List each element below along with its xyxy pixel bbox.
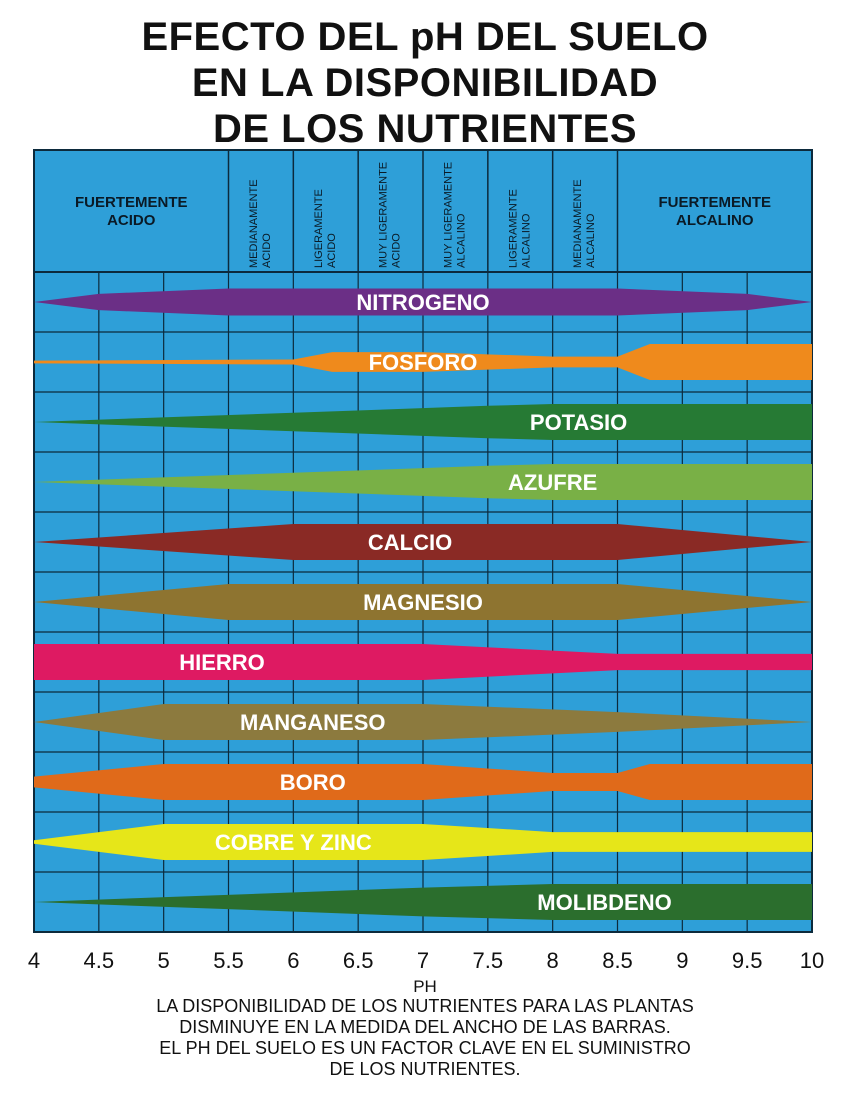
nutrient-bar-boro	[34, 764, 812, 800]
x-tick-label: 7	[417, 948, 429, 973]
zone-label-3: MUY LIGERAMENTEACIDO	[378, 162, 403, 268]
nutrient-label: BORO	[280, 770, 346, 795]
nutrient-label: MOLIBDENO	[537, 890, 671, 915]
nutrient-label: CALCIO	[368, 530, 452, 555]
zone-label-7: FUERTEMENTE ALCALINO	[659, 194, 772, 229]
zone-label-text: LIGERAMENTEALCALINO	[507, 189, 532, 268]
x-tick-label: 8	[547, 948, 559, 973]
title-line-2: EN LA DISPONIBILIDAD	[191, 61, 659, 105]
nutrient-label: COBRE Y ZINC	[215, 830, 372, 855]
nutrient-bar-cobre-y-zinc	[34, 824, 812, 860]
nutrient-bar-fosforo	[34, 344, 812, 380]
zone-label-2: LIGERAMENTEACIDO	[313, 189, 338, 268]
plot-frame	[33, 149, 813, 933]
x-tick-label: 8.5	[602, 948, 633, 973]
zone-label-text: LIGERAMENTEACIDO	[313, 189, 338, 268]
nutrient-label: MANGANESO	[240, 710, 385, 735]
zone-label-text: MEDIANAMENTEACIDO	[248, 179, 273, 268]
zone-label-text: MEDIANAMENTEALCALINO	[572, 179, 597, 268]
zone-label-text: MUY LIGERAMENTEACIDO	[378, 162, 403, 268]
zone-label-text: MUY LIGERAMENTEALCALINO	[442, 162, 467, 268]
nutrient-bar-molibdeno	[34, 884, 812, 920]
title-line-3: DE LOS NUTRIENTES	[212, 107, 638, 151]
x-tick-label: 5.5	[213, 948, 244, 973]
x-tick-label: 9	[676, 948, 688, 973]
nutrient-label: AZUFRE	[508, 470, 597, 495]
caption-line-1: LA DISPONIBILIDAD DE LOS NUTRIENTES PARA…	[156, 996, 694, 1016]
caption-line-4: DE LOS NUTRIENTES.	[329, 1059, 521, 1079]
zone-label-4: MUY LIGERAMENTEALCALINO	[442, 162, 467, 268]
nutrient-bar-hierro	[34, 644, 812, 680]
zone-label-1: MEDIANAMENTEACIDO	[248, 179, 273, 268]
nutrient-bar-magnesio	[34, 584, 812, 620]
chart-title: EFECTO DEL pH DEL SUELO EN LA DISPONIBIL…	[0, 14, 850, 152]
x-axis-label: PH	[413, 977, 437, 996]
nutrient-label: NITROGENO	[356, 290, 489, 315]
nutrient-bar-nitrogeno	[34, 288, 812, 316]
nutrient-label: FOSFORO	[369, 350, 478, 375]
nutrient-bar-calcio	[34, 524, 812, 560]
title-line-1: EFECTO DEL pH DEL SUELO	[141, 15, 709, 59]
nutrient-label: HIERRO	[179, 650, 265, 675]
nutrient-bar-azufre	[34, 464, 812, 500]
nutrient-label: POTASIO	[530, 410, 627, 435]
nutrient-bar-potasio	[34, 404, 812, 440]
x-tick-label: 6	[287, 948, 299, 973]
x-tick-label: 6.5	[343, 948, 374, 973]
zone-label-0: FUERTEMENTE ACIDO	[75, 194, 188, 229]
caption-line-2: DISMINUYE EN LA MEDIDA DEL ANCHO DE LAS …	[179, 1017, 671, 1037]
caption-line-3: EL PH DEL SUELO ES UN FACTOR CLAVE EN EL…	[159, 1038, 691, 1058]
x-tick-label: 4	[28, 948, 40, 973]
x-tick-label: 4.5	[84, 948, 115, 973]
nutrient-bar-manganeso	[34, 704, 812, 740]
x-tick-label: 10	[800, 948, 824, 973]
chart-caption: LA DISPONIBILIDAD DE LOS NUTRIENTES PARA…	[0, 996, 850, 1080]
x-tick-label: 5	[158, 948, 170, 973]
zone-label-5: LIGERAMENTEALCALINO	[507, 189, 532, 268]
x-tick-label: 7.5	[473, 948, 504, 973]
x-tick-label: 9.5	[732, 948, 763, 973]
chart-area: FUERTEMENTE ACIDO MEDIANAMENTEACIDO LIGERAM…	[28, 149, 824, 996]
zone-label-6: MEDIANAMENTEALCALINO	[572, 179, 597, 268]
nutrient-label: MAGNESIO	[363, 590, 483, 615]
